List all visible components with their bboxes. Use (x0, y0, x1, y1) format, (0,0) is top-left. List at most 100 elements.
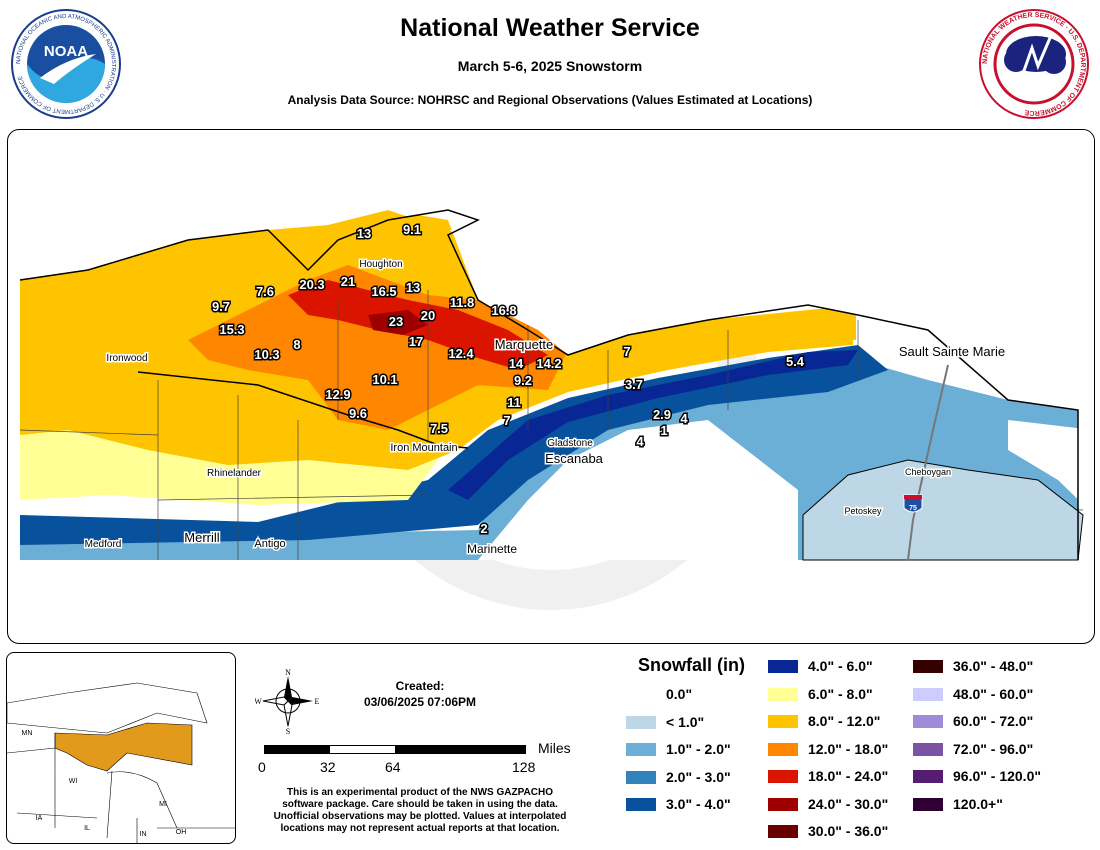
disclaimer-text: This is an experimental product of the N… (273, 787, 567, 834)
snowfall-value: 9.6 (349, 406, 367, 421)
snowfall-value: 7.6 (256, 284, 274, 299)
scale-unit-label: Miles (538, 740, 571, 756)
snowfall-value: 3.7 (625, 377, 643, 392)
snow-zone-4-6 (448, 350, 858, 500)
snowfall-value: 23 (389, 314, 403, 329)
snowfall-value: 2.9 (653, 407, 671, 422)
snowfall-value: 15.3 (219, 322, 244, 337)
snowfall-value: 16.5 (371, 284, 396, 299)
legend-label: 12.0" - 18.0" (808, 740, 889, 757)
legend-swatch (913, 715, 943, 728)
city-label: Cheboygan (905, 467, 951, 477)
legend-swatch (913, 687, 943, 701)
legend-swatch (768, 797, 798, 811)
snowfall-value: 1 (660, 423, 667, 438)
lake-huron (1008, 420, 1094, 515)
compass-south: S (286, 727, 290, 734)
city-label: Gladstone (547, 438, 593, 449)
lake-michigan (478, 420, 798, 560)
city-label: Merrill (184, 530, 219, 545)
compass-west: W (255, 697, 262, 706)
snow-zone-12-18 (188, 265, 568, 430)
snowfall-value: 4 (636, 434, 644, 449)
created-timestamp: 03/06/2025 07:06PM (363, 695, 477, 709)
noaa-logo: NOAA NATIONAL OCEANIC AND ATMOSPHERIC AD… (11, 9, 121, 119)
noaa-logo-text: NOAA (44, 43, 88, 60)
snowfall-value: 10.1 (372, 372, 397, 387)
legend-label: < 1.0" (666, 713, 705, 730)
inset-state-label: WI (69, 778, 78, 785)
city-label: Petoskey (844, 506, 882, 516)
city-label: Marinette (467, 542, 517, 556)
city-label: Ironwood (106, 353, 147, 364)
city-label: Medford (85, 539, 122, 550)
legend-swatch (626, 715, 656, 729)
snowfall-value: 2 (480, 521, 487, 536)
legend-swatch (626, 688, 656, 701)
legend-title: Snowfall (in) (638, 655, 745, 675)
legend-label: 36.0" - 48.0" (953, 658, 1034, 674)
legend-label: 18.0" - 24.0" (808, 768, 889, 784)
scale-tick-64: 64 (385, 759, 401, 775)
legend-label: 4.0" - 6.0" (808, 658, 873, 674)
inset-state-label: IL (84, 825, 90, 832)
snowfall-value: 13 (406, 280, 420, 295)
snowfall-value: 20.3 (299, 277, 324, 292)
nws-logo: NATIONAL WEATHER SERVICE · U.S. DEPARTME… (979, 9, 1089, 119)
legend-swatch (768, 770, 798, 783)
compass-east: E (315, 697, 320, 706)
legend-swatch (913, 742, 943, 756)
snowfall-value: 7 (503, 413, 510, 428)
snowfall-value: 9.7 (212, 299, 230, 314)
legend-label: 2.0" - 3.0" (666, 768, 731, 785)
snowfall-value: 12.9 (325, 387, 350, 402)
legend-swatch (768, 687, 798, 701)
data-source-note: Analysis Data Source: NOHRSC and Regiona… (287, 93, 813, 107)
snow-zone-8-12-east (568, 305, 856, 375)
city-label: Escanaba (545, 451, 604, 466)
legend-label: 96.0" - 120.0" (953, 768, 1041, 784)
snowfall-value: 16.8 (491, 303, 516, 318)
snowfall-value: 21 (341, 274, 355, 289)
inset-state-label: IA (36, 815, 43, 822)
inset-state-label: OH (176, 829, 187, 836)
locator-inset-map: MN WI MI IA IL IN OH (6, 652, 236, 844)
inset-state-label: MN (22, 730, 33, 737)
legend-label: 24.0" - 30.0" (808, 795, 889, 812)
snowfall-map: 75 Houghton Ironwood Marquette Sault Sainte… (7, 129, 1095, 644)
snowfall-value: 9.2 (514, 373, 532, 388)
svg-text:75: 75 (909, 505, 917, 512)
city-label: Houghton (359, 259, 402, 270)
lower-michigan-edge (802, 459, 1084, 561)
scale-bar (264, 745, 526, 754)
legend-swatch (913, 797, 943, 811)
wi-mi-border (137, 371, 469, 449)
city-label: Rhinelander (207, 468, 262, 479)
legend-label: 3.0" - 4.0" (666, 796, 731, 812)
lake-superior (20, 130, 1094, 355)
legend-swatch (768, 715, 798, 728)
legend-label: 1.0" - 2.0" (666, 741, 731, 757)
city-label: Marquette (495, 337, 554, 352)
snowfall-value: 7.5 (430, 421, 448, 436)
interstate-75-route (907, 364, 949, 561)
snowfall-value: 17 (409, 334, 423, 349)
locator-inset-canvas: MN WI MI IA IL IN OH (7, 682, 235, 843)
city-label: Antigo (254, 538, 285, 550)
snowfall-value: 8 (293, 337, 300, 352)
legend-label: 6.0" - 8.0" (808, 685, 873, 702)
legend-swatch (913, 660, 943, 673)
scale-tick-0: 0 (258, 759, 266, 775)
created-label: Created: (395, 679, 445, 693)
compass-north: N (285, 668, 291, 677)
inset-state-label: MI (159, 801, 167, 808)
legend-label: 60.0" - 72.0" (953, 713, 1034, 729)
inset-lake-superior (7, 682, 208, 734)
city-label: Sault Sainte Marie (899, 344, 1005, 359)
legend-label: 72.0" - 96.0" (953, 740, 1034, 757)
legend-label: 8.0" - 12.0" (808, 713, 881, 729)
snow-zone-24-30 (368, 310, 428, 335)
compass-rose-icon: N S E W (255, 668, 320, 734)
legend-label: 120.0+" (953, 795, 1003, 812)
